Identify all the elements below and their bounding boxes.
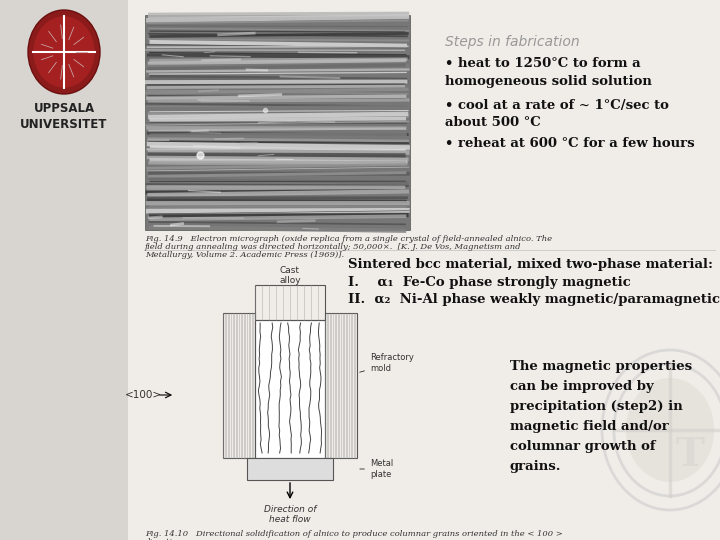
Text: Fig. 14.10   Directional solidification of alnico to produce columnar grains ori: Fig. 14.10 Directional solidification of… (145, 530, 563, 538)
Text: Fig. 14.9   Electron micrograph (oxide replica from a single crystal of field-an: Fig. 14.9 Electron micrograph (oxide rep… (145, 235, 552, 243)
Bar (325, 313, 357, 458)
Text: • cool at a rate of ~ 1°C/sec to
about 500 °C: • cool at a rate of ~ 1°C/sec to about 5… (445, 99, 669, 130)
Text: • reheat at 600 °C for a few hours: • reheat at 600 °C for a few hours (445, 137, 695, 150)
Bar (255, 320, 325, 458)
Ellipse shape (33, 16, 94, 87)
Bar (145, 15, 410, 230)
Text: Sintered bcc material, mixed two-phase material:: Sintered bcc material, mixed two-phase m… (348, 258, 713, 271)
Text: direction.: direction. (145, 538, 186, 540)
Text: Metal
plate: Metal plate (360, 460, 393, 478)
Text: Refractory
mold: Refractory mold (360, 353, 414, 373)
Ellipse shape (28, 10, 100, 94)
Bar (247, 458, 333, 480)
Bar (223, 313, 255, 458)
Text: The magnetic properties
can be improved by
precipitation (step2) in
magnetic fie: The magnetic properties can be improved … (510, 360, 692, 473)
Text: I.    α₁  Fe-Co phase strongly magnetic: I. α₁ Fe-Co phase strongly magnetic (348, 276, 631, 289)
Text: UPPSALA
UNIVERSITET: UPPSALA UNIVERSITET (20, 102, 108, 131)
Text: Metallurgy, Volume 2. Academic Press (1969)].: Metallurgy, Volume 2. Academic Press (19… (145, 251, 344, 259)
Text: <100>: <100> (125, 390, 162, 400)
Bar (255, 285, 325, 320)
Ellipse shape (626, 378, 714, 482)
Bar (0, 0, 128, 540)
Text: II.  α₂  Ni-Al phase weakly magnetic/paramagnetic: II. α₂ Ni-Al phase weakly magnetic/param… (348, 293, 720, 306)
Text: • heat to 1250°C to form a
homogeneous solid solution: • heat to 1250°C to form a homogeneous s… (445, 57, 652, 87)
Text: T: T (675, 436, 704, 474)
Text: field during annealing was directed horizontally; 50,000×.  [K. J. De Vos, Magne: field during annealing was directed hori… (145, 243, 521, 251)
Text: Direction of
heat flow: Direction of heat flow (264, 505, 316, 524)
Text: Cast
alloy: Cast alloy (279, 266, 301, 285)
Text: Steps in fabrication: Steps in fabrication (445, 35, 580, 49)
